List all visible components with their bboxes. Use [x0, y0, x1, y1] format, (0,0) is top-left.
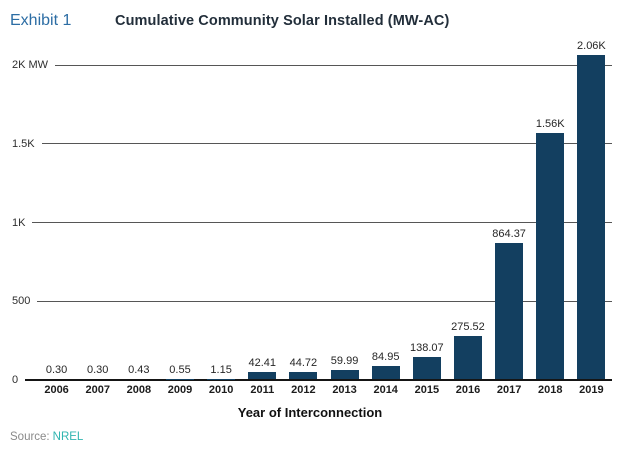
x-tick-label: 2007: [85, 384, 110, 396]
gridline: [32, 222, 612, 223]
gridline-row: 500: [12, 293, 612, 309]
bar-value-label: 0.30: [45, 363, 68, 376]
gridline: [41, 143, 612, 145]
bar-slot: 42.41: [242, 64, 283, 379]
bar-value-label: 84.95: [371, 350, 400, 363]
x-tick-label: 2014: [373, 384, 398, 396]
bar-slot: 1.56K: [530, 64, 571, 379]
x-tick-label: 2008: [126, 384, 152, 396]
bar-value-label: 44.72: [289, 356, 318, 369]
source-line: Source: NREL: [10, 431, 620, 443]
bar-value-label: 1.15: [210, 363, 232, 376]
x-tick-label: 2010: [208, 384, 234, 396]
bar-slot: 59.99: [324, 64, 365, 379]
bar-value-label: 138.07: [410, 342, 444, 355]
y-tick-label: 0: [12, 374, 19, 386]
bar: [577, 54, 606, 379]
y-tick-label: 1K: [12, 216, 26, 229]
y-tick-label: 1.5K: [12, 137, 35, 150]
bar-value-label: 275.52: [451, 320, 485, 333]
bar-slot: 0.30: [77, 64, 118, 379]
x-tick-label: 2009: [167, 384, 193, 396]
bar-slot: 138.07: [406, 64, 447, 379]
x-tick-label: 2015: [414, 384, 440, 396]
source-label: Source:: [10, 431, 50, 443]
bar: [412, 357, 441, 379]
x-tick-label: 2017: [496, 384, 522, 396]
x-tick-label: 2018: [538, 384, 563, 396]
bar-value-label: 59.99: [330, 354, 359, 367]
y-tick-label: 2K MW: [12, 59, 49, 71]
bar-slot: 275.52: [447, 64, 488, 379]
bar: [536, 133, 565, 379]
bar-value-label: 1.56K: [535, 118, 565, 131]
x-tick-label: 2013: [332, 384, 357, 396]
bar: [330, 369, 359, 379]
gridline: [25, 379, 612, 381]
gridline-row: 1K: [12, 215, 612, 231]
bars-container: 0.30 0.30 0.43 0.55 1.15 42.41 44.72 59.99 84.95…: [36, 40, 612, 379]
gridline-row: 2K MW: [12, 57, 612, 73]
bar: [371, 365, 400, 379]
gridline-row: 1.5K: [12, 136, 612, 152]
bar: [495, 242, 524, 379]
chart-header: Exhibit 1 Cumulative Community Solar Ins…: [0, 0, 620, 30]
bar: [248, 372, 277, 379]
bar-value-label: 0.55: [169, 363, 191, 376]
bar: [289, 371, 318, 379]
bar-slot: 864.37: [489, 64, 530, 379]
bar-slot: 84.95: [365, 64, 406, 379]
bar-value-label: 2.06K: [577, 39, 606, 52]
x-tick-label: 2016: [455, 384, 481, 396]
bar-value-label: 0.43: [128, 363, 150, 376]
gridline: [37, 300, 612, 302]
plot-area: 0 500 1K 1.5K 2K MW 0.30 0.30 0.43 0.55 1.15 42.41…: [12, 34, 612, 386]
exhibit-label: Exhibit 1: [10, 12, 72, 29]
x-axis-baseline: 0: [12, 372, 612, 388]
bar-slot: 44.72: [283, 64, 324, 379]
y-tick-label: 500: [12, 295, 31, 308]
bar: [453, 335, 482, 379]
bar-slot: 0.30: [36, 64, 77, 379]
x-tick-label: 2011: [250, 384, 275, 396]
chart-title: Cumulative Community Solar Installed (MW…: [115, 13, 450, 29]
bar-value-label: 864.37: [492, 227, 526, 240]
x-tick-label: 2019: [579, 384, 604, 396]
bar-slot: 0.55: [159, 64, 200, 379]
x-axis-title: Year of Interconnection: [237, 405, 383, 420]
x-axis-labels: 2006 2007 2008 2009 2010 2011 2012 2013 2014 2015…: [36, 384, 612, 396]
bar-slot: 0.43: [118, 64, 159, 379]
bar-value-label: 42.41: [248, 357, 277, 370]
gridline: [55, 64, 612, 66]
bar-slot: 1.15: [201, 64, 242, 379]
x-tick-label: 2006: [44, 384, 69, 396]
bar-slot: 2.06K: [571, 40, 612, 379]
bar-value-label: 0.30: [86, 363, 109, 376]
x-tick-label: 2012: [291, 384, 316, 396]
source-link[interactable]: NREL: [52, 431, 84, 443]
